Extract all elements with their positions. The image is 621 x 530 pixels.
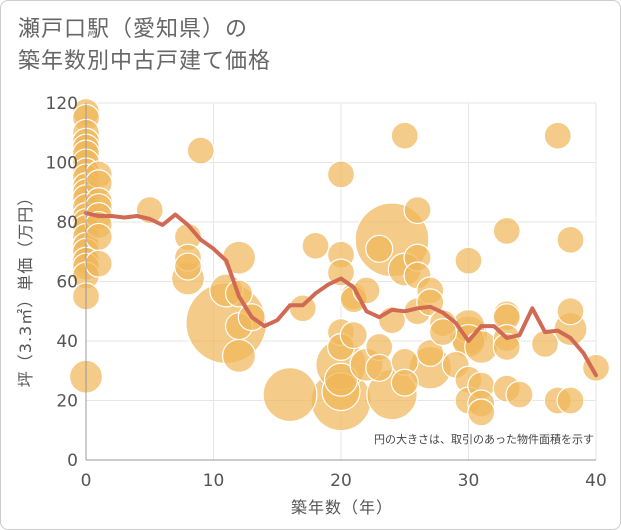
bubble-point — [339, 321, 368, 350]
bubble-point — [221, 338, 257, 373]
bubble-point — [173, 252, 203, 281]
bubble-point — [556, 297, 585, 326]
bubble-point — [492, 216, 521, 245]
x-tick-label: 10 — [203, 471, 225, 491]
y-tick-label: 80 — [56, 213, 78, 233]
x-tick-label: 0 — [81, 471, 92, 491]
bubble-point — [403, 196, 432, 225]
bubble-point — [365, 234, 394, 263]
bubble-point — [365, 353, 394, 382]
bubble-point — [186, 136, 215, 165]
bubble-point — [416, 338, 445, 367]
x-axis-title: 築年数（年） — [291, 498, 393, 517]
chart-title: 瀬戸口駅（愛知県）の 築年数別中古戸建て価格 — [18, 14, 271, 78]
bubble-point — [505, 380, 534, 409]
bubble-point — [390, 121, 419, 150]
bubble-point — [492, 332, 521, 361]
y-tick-label: 20 — [56, 392, 78, 412]
x-tick-label: 20 — [330, 471, 352, 491]
y-tick-label: 100 — [46, 154, 78, 174]
bubble-point — [543, 121, 572, 150]
x-tick-label: 40 — [585, 471, 607, 491]
bubble-point — [326, 160, 356, 189]
y-tick-label: 40 — [56, 332, 78, 352]
bubble-point — [467, 398, 496, 427]
bubble-point — [84, 222, 113, 251]
title-line-1: 瀬戸口駅（愛知県）の — [18, 17, 249, 42]
bubble-point — [556, 386, 585, 415]
title-line-2: 築年数別中古戸建て価格 — [18, 49, 272, 74]
bubble-point — [530, 329, 560, 359]
bubble-point — [262, 367, 318, 423]
x-tick-label: 30 — [458, 471, 480, 491]
y-tick-label: 0 — [67, 451, 78, 471]
y-axis-title: 坪（3.3㎡）単価（万円） — [16, 189, 35, 387]
bubble-point — [301, 231, 330, 260]
bubble-point — [84, 249, 113, 278]
bubble-point — [454, 246, 483, 275]
bubble-point — [323, 362, 359, 397]
y-tick-label: 60 — [56, 273, 78, 293]
y-tick-label: 120 — [46, 94, 78, 114]
bubble-point — [390, 368, 419, 397]
bubble-layer — [68, 97, 611, 432]
bubble-size-note: 円の大きさは、取引のあった物件面積を示す — [374, 432, 594, 446]
bubble-point — [428, 318, 458, 347]
axes: 0 20 40 60 80 100 120 0 10 20 30 40 — [46, 94, 607, 491]
trend-line — [84, 211, 598, 378]
bubble-point — [556, 225, 585, 254]
bubble-point — [326, 258, 356, 287]
